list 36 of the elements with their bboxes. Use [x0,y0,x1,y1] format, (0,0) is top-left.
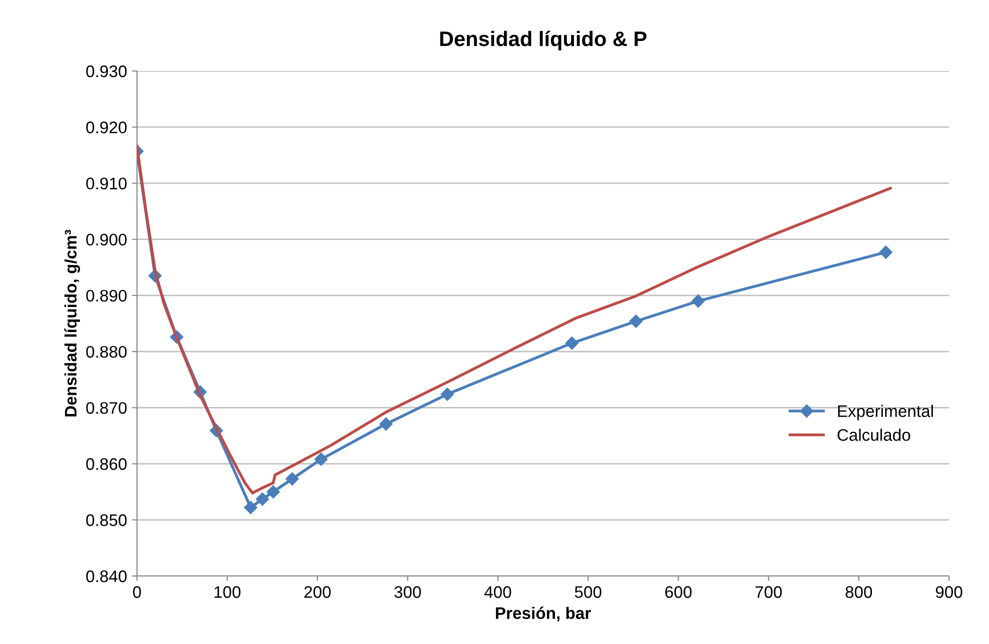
y-tick-label: 0.860 [86,458,127,470]
x-tick-label: 400 [484,586,512,598]
point [379,417,393,431]
chart-title: Densidad líquido & P [440,30,646,50]
x-tick-label: 500 [574,586,602,598]
point [879,246,892,259]
x-tick-label: 0 [133,586,141,598]
point [565,336,578,350]
x-tick-label: 800 [846,586,872,598]
point [256,492,269,506]
point [266,485,280,498]
y-tick-label: 0.880 [86,346,127,358]
point [244,500,258,514]
y-tick-label: 0.930 [86,65,127,78]
y-tick-label: 0.920 [86,122,127,134]
y-tick-label: 0.840 [86,570,127,582]
x-tick-label: 100 [214,586,240,598]
point [692,294,705,308]
point [440,388,454,401]
legend-label: Experimental [838,404,933,420]
x-tick-label: 600 [665,586,692,598]
point [286,472,299,486]
y-tick-label: 0.850 [86,514,127,526]
x-tick-label: 300 [394,586,421,598]
x-axis-title: Presión, bar [496,606,591,622]
x-tick-label: 700 [756,586,782,598]
point [629,314,643,328]
x-tick-label: 200 [304,586,331,598]
y-tick-label: 0.890 [86,290,127,302]
point [314,452,328,466]
y-tick-label: 0.900 [86,234,127,246]
x-tick-label: 900 [936,586,962,598]
y-axis-title: Densidad líquido, g/cm³ [64,230,80,416]
legend-label: Calculado [838,428,910,441]
y-tick-label: 0.870 [86,402,127,414]
y-tick-label: 0.910 [86,178,127,190]
